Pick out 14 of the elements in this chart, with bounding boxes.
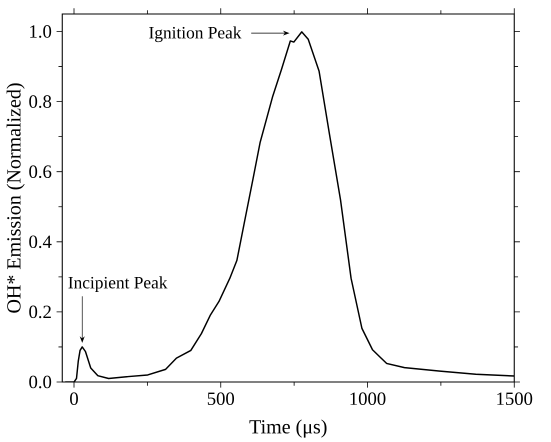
y-tick-label: 0.8	[29, 95, 52, 108]
annotation: Ignition Peak	[149, 26, 242, 42]
y-tick-label: 0.2	[29, 306, 51, 318]
y-tick-label: 0.6	[29, 165, 52, 178]
y-tick-label: 0.4	[29, 235, 52, 248]
y-tick-label: 1.0	[30, 25, 52, 38]
x-tick-label: 1000	[350, 392, 386, 405]
x-tick-label: 0	[70, 392, 78, 405]
annotation: Incipient Peak	[68, 276, 168, 292]
x-tick-label: 500	[208, 392, 234, 405]
y-tick-label: 0.0	[29, 376, 52, 388]
x-axis-title: Time (μs)	[249, 419, 327, 438]
y-axis-title: OH* Emission (Normalized)	[6, 83, 25, 313]
x-tick-label: 1500	[497, 392, 532, 405]
